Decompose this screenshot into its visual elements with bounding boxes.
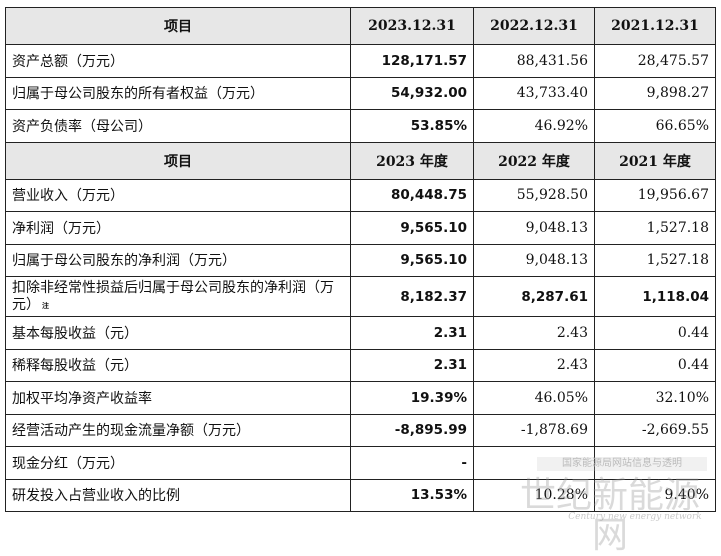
value-2023: 9,565.10 bbox=[350, 211, 474, 245]
watermark-english: Century new energy network bbox=[568, 512, 702, 522]
table-row: 基本每股收益（元） 2.31 2.43 0.44 bbox=[5, 316, 716, 350]
table-row: 归属于母公司股东的净利润（万元） 9,565.10 9,048.13 1,527… bbox=[5, 243, 716, 277]
header-item: 项目 bbox=[5, 141, 351, 180]
value-2022: 88,431.56 bbox=[473, 44, 595, 78]
value-2023: 8,182.37 bbox=[350, 276, 474, 317]
financial-summary-table: 项目 2023.12.31 2022.12.31 2021.12.31 资产总额… bbox=[5, 7, 716, 512]
value-2022: 55,928.50 bbox=[473, 178, 595, 212]
value-2023: 13.53% bbox=[350, 478, 474, 512]
row-label: 经营活动产生的现金流量净额（万元） bbox=[5, 413, 351, 447]
value-2021: 19,956.67 bbox=[594, 178, 716, 212]
table-header-row: 项目 2023 年度 2022 年度 2021 年度 bbox=[5, 141, 716, 180]
header-2021: 2021 年度 bbox=[594, 141, 716, 180]
table-row: 经营活动产生的现金流量净额（万元） -8,895.99 -1,878.69 -2… bbox=[5, 413, 716, 447]
value-2023: 54,932.00 bbox=[350, 76, 474, 110]
value-2023: 19.39% bbox=[350, 381, 474, 415]
table-row: 净利润（万元） 9,565.10 9,048.13 1,527.18 bbox=[5, 211, 716, 245]
header-2021: 2021.12.31 bbox=[594, 7, 716, 45]
value-2022: 9,048.13 bbox=[473, 243, 595, 277]
row-label: 基本每股收益（元） bbox=[5, 316, 351, 350]
table-row: 归属于母公司股东的所有者权益（万元） 54,932.00 43,733.40 9… bbox=[5, 76, 716, 110]
value-2021: 0.44 bbox=[594, 348, 716, 382]
value-2022: 2.43 bbox=[473, 316, 595, 350]
row-label: 研发投入占营业收入的比例 bbox=[5, 478, 351, 512]
table-row: 扣除非经常性损益后归属于母公司股东的净利润（万元）注 8,182.37 8,28… bbox=[5, 276, 716, 317]
row-label: 加权平均净资产收益率 bbox=[5, 381, 351, 415]
value-2023: 128,171.57 bbox=[350, 44, 474, 78]
value-2022: 9,048.13 bbox=[473, 211, 595, 245]
header-item: 项目 bbox=[5, 7, 351, 45]
value-2023: 2.31 bbox=[350, 348, 474, 382]
value-2021: 1,527.18 bbox=[594, 211, 716, 245]
table-header-row: 项目 2023.12.31 2022.12.31 2021.12.31 bbox=[5, 7, 716, 45]
row-label: 资产总额（万元） bbox=[5, 44, 351, 78]
table-row: 资产总额（万元） 128,171.57 88,431.56 28,475.57 bbox=[5, 44, 716, 78]
value-2022: 10.28% bbox=[473, 478, 595, 512]
row-label: 净利润（万元） bbox=[5, 211, 351, 245]
value-2023: - bbox=[350, 446, 474, 480]
value-2022: 2.43 bbox=[473, 348, 595, 382]
value-2021: 9.40% bbox=[594, 478, 716, 512]
row-label: 资产负债率（母公司） bbox=[5, 109, 351, 143]
value-2021: 32.10% bbox=[594, 381, 716, 415]
header-2023: 2023.12.31 bbox=[350, 7, 474, 45]
value-2022: 43,733.40 bbox=[473, 76, 595, 110]
value-2021: 9,898.27 bbox=[594, 76, 716, 110]
row-label: 现金分红（万元） bbox=[5, 446, 351, 480]
table-row: 加权平均净资产收益率 19.39% 46.05% 32.10% bbox=[5, 381, 716, 415]
value-2022: 46.92% bbox=[473, 109, 595, 143]
value-2023: -8,895.99 bbox=[350, 413, 474, 447]
value-2021: 1,527.18 bbox=[594, 243, 716, 277]
table-row: 稀释每股收益（元） 2.31 2.43 0.44 bbox=[5, 348, 716, 382]
value-2022 bbox=[473, 446, 595, 480]
row-label: 稀释每股收益（元） bbox=[5, 348, 351, 382]
row-label: 扣除非经常性损益后归属于母公司股东的净利润（万元）注 bbox=[5, 276, 351, 317]
value-2022: 8,287.61 bbox=[473, 276, 595, 317]
row-label: 归属于母公司股东的净利润（万元） bbox=[5, 243, 351, 277]
value-2021 bbox=[594, 446, 716, 480]
table-row: 营业收入（万元） 80,448.75 55,928.50 19,956.67 bbox=[5, 178, 716, 212]
value-2021: 28,475.57 bbox=[594, 44, 716, 78]
value-2023: 53.85% bbox=[350, 109, 474, 143]
row-label-text: 扣除非经常性损益后归属于母公司股东的净利润（万元） bbox=[12, 279, 334, 313]
value-2021: 66.65% bbox=[594, 109, 716, 143]
value-2021: 1,118.04 bbox=[594, 276, 716, 317]
value-2022: 46.05% bbox=[473, 381, 595, 415]
value-2022: -1,878.69 bbox=[473, 413, 595, 447]
table-row: 资产负债率（母公司） 53.85% 46.92% 66.65% bbox=[5, 109, 716, 143]
value-2023: 80,448.75 bbox=[350, 178, 474, 212]
value-2023: 9,565.10 bbox=[350, 243, 474, 277]
footnote-marker: 注 bbox=[42, 300, 49, 310]
header-2022: 2022 年度 bbox=[473, 141, 595, 180]
value-2021: -2,669.55 bbox=[594, 413, 716, 447]
table-row: 研发投入占营业收入的比例 13.53% 10.28% 9.40% bbox=[5, 478, 716, 512]
table-row: 现金分红（万元） - bbox=[5, 446, 716, 480]
value-2021: 0.44 bbox=[594, 316, 716, 350]
row-label: 归属于母公司股东的所有者权益（万元） bbox=[5, 76, 351, 110]
header-2022: 2022.12.31 bbox=[473, 7, 595, 45]
value-2023: 2.31 bbox=[350, 316, 474, 350]
header-2023: 2023 年度 bbox=[350, 141, 474, 180]
row-label: 营业收入（万元） bbox=[5, 178, 351, 212]
